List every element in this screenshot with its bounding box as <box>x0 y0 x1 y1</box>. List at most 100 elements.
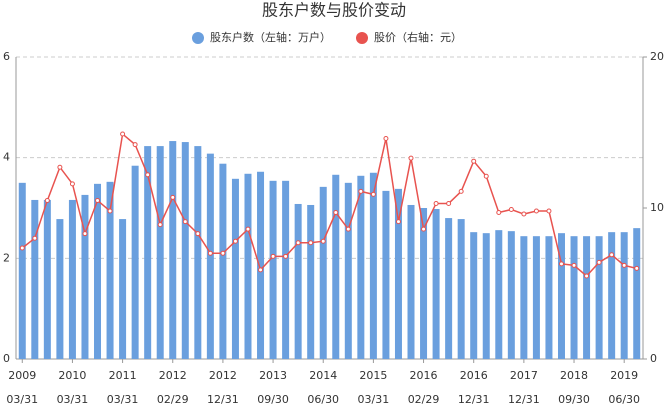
bar <box>219 163 227 359</box>
point <box>634 265 640 271</box>
y2-tick-label: 0 <box>650 352 657 365</box>
bar <box>620 232 628 359</box>
point <box>220 250 226 256</box>
bar <box>557 233 565 359</box>
point <box>157 222 163 228</box>
bar <box>382 190 390 359</box>
bar <box>608 232 616 359</box>
point <box>95 197 101 203</box>
point <box>358 188 364 194</box>
x-tick-label: 2012 02/29 <box>156 369 189 406</box>
point <box>571 262 577 268</box>
point <box>132 142 138 148</box>
bar <box>507 231 515 359</box>
point <box>508 207 514 213</box>
bar <box>457 219 465 359</box>
point <box>333 210 339 216</box>
legend-marker <box>192 32 204 44</box>
y-tick-label: 6 <box>3 50 10 63</box>
bar <box>282 180 290 359</box>
x-tick-label: 2009 03/31 <box>6 369 39 406</box>
point <box>471 158 477 164</box>
x-tick-label: 2013 09/30 <box>257 369 289 406</box>
y-tick-label: 2 <box>3 251 10 264</box>
point <box>19 245 25 251</box>
bar <box>231 178 239 359</box>
bar <box>131 165 139 359</box>
point <box>170 194 176 200</box>
bar <box>119 219 127 359</box>
bar <box>394 188 402 359</box>
point <box>207 250 213 256</box>
bar <box>570 236 578 359</box>
bar <box>407 204 415 359</box>
chart-title: 股东户数与股价变动 <box>262 1 406 20</box>
bar <box>206 153 214 359</box>
bar <box>31 199 39 359</box>
legend-marker <box>356 32 368 44</box>
x-tick-label: 2018 09/30 <box>558 369 590 406</box>
bar <box>357 175 365 359</box>
x-tick-label: 2010 03/31 <box>56 369 89 406</box>
legend-label: 股东户数（左轴：万户） <box>210 30 331 44</box>
bar <box>420 208 428 359</box>
point <box>370 191 376 197</box>
bar <box>94 183 102 359</box>
y-tick-label: 0 <box>3 352 10 365</box>
x-tick-label: 2016 02/29 <box>407 369 440 406</box>
y2-tick-label: 20 <box>650 50 664 63</box>
point <box>145 172 151 178</box>
point <box>107 208 113 214</box>
point <box>283 253 289 259</box>
point <box>44 197 50 203</box>
point <box>584 273 590 279</box>
point <box>295 240 301 246</box>
point <box>32 235 38 241</box>
bar <box>482 233 490 359</box>
bar <box>520 236 528 359</box>
point <box>446 200 452 206</box>
bar <box>470 232 478 359</box>
bar <box>181 142 189 359</box>
point <box>232 238 238 244</box>
x-tick-label: 2012 12/31 <box>207 369 239 406</box>
bar <box>169 141 177 359</box>
point <box>82 231 88 237</box>
point <box>558 261 564 267</box>
bar <box>257 171 265 359</box>
point <box>609 252 615 258</box>
bar <box>294 203 302 359</box>
bar <box>532 236 540 359</box>
point <box>195 231 201 237</box>
point <box>533 208 539 214</box>
bar <box>633 228 641 359</box>
y-tick-label: 4 <box>3 151 10 164</box>
x-tick-label: 2019 06/30 <box>608 369 641 406</box>
bar <box>344 182 352 359</box>
point <box>182 219 188 225</box>
bar <box>106 181 114 359</box>
point <box>521 211 527 217</box>
point <box>320 238 326 244</box>
bar <box>269 180 277 359</box>
line <box>21 132 637 277</box>
bar <box>68 199 76 359</box>
point <box>245 226 251 232</box>
point <box>483 173 489 179</box>
bar <box>369 172 377 359</box>
point <box>57 164 63 170</box>
bar <box>194 146 202 359</box>
point <box>395 219 401 225</box>
bar <box>583 236 591 359</box>
point <box>458 188 464 194</box>
x-tick-label: 2017 12/31 <box>508 369 540 406</box>
x-tick-label: 2015 03/31 <box>357 369 390 406</box>
point <box>496 210 502 216</box>
bar <box>156 146 164 359</box>
point <box>596 259 602 265</box>
bar <box>18 182 26 359</box>
point <box>546 208 552 214</box>
bar <box>319 186 327 359</box>
